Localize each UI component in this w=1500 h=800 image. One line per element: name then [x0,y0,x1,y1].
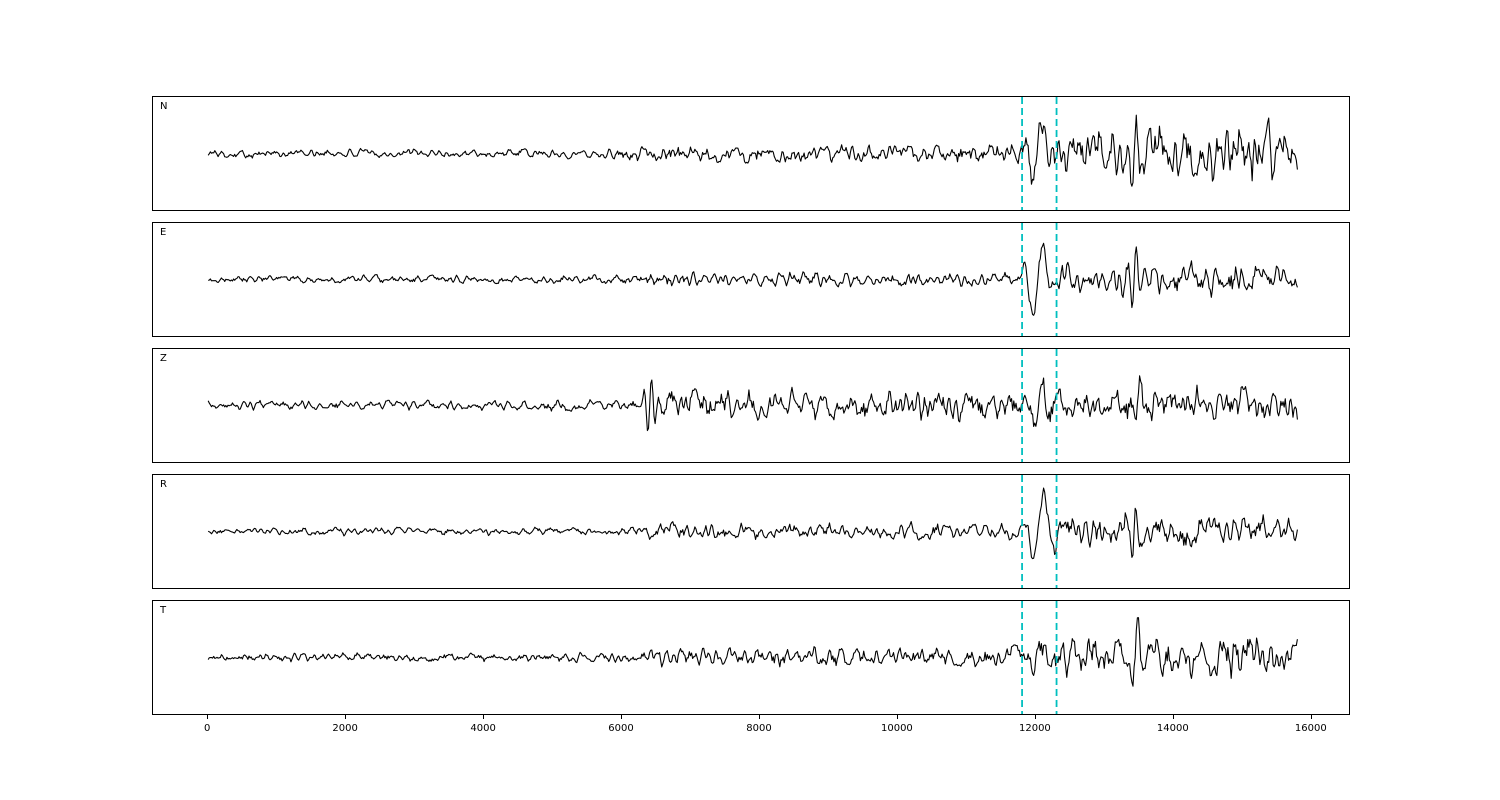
seismogram-panel-R: R [152,474,1350,589]
x-tick-label: 2000 [332,723,358,734]
x-tick-mark [759,715,760,719]
x-tick-mark [483,715,485,719]
x-tick-mark [1034,715,1036,719]
waveform-plot-T [207,601,1298,714]
waveform-trace [207,487,1298,560]
x-tick-label: 6000 [608,723,634,734]
x-tick-label: 16000 [1294,723,1327,734]
seismogram-panel-N: N [152,96,1350,211]
waveform-plot-N [207,97,1298,210]
x-tick-mark [345,715,347,719]
seismogram-panel-E: E [152,222,1350,337]
waveform-plot-Z [207,349,1298,462]
x-tick-mark [207,715,209,719]
x-tick-label: 0 [204,723,211,734]
channel-label-N: N [160,101,168,112]
waveform-trace [207,114,1298,187]
x-tick-mark [1172,715,1174,719]
x-tick-mark [621,715,622,719]
x-tick-label: 12000 [1018,723,1051,734]
waveform-trace [207,375,1298,432]
seismogram-panels: N E Z R T [152,96,1350,715]
x-tick-label: 14000 [1156,723,1189,734]
x-tick-label: 4000 [470,723,496,734]
channel-label-Z: Z [160,353,167,364]
x-tick-mark [1310,715,1312,719]
seismogram-panel-T: T [152,600,1350,715]
seismogram-panel-Z: Z [152,348,1350,463]
waveform-plot-R [207,475,1298,588]
channel-label-R: R [160,479,167,490]
channel-label-E: E [160,227,167,238]
x-tick-mark [896,715,898,719]
waveform-trace [208,242,1298,316]
x-tick-label: 10000 [880,723,913,734]
x-axis: 0 2000 4000 6000 8000 10000 12000 14000 16000 [152,715,1350,755]
waveform-trace [207,617,1298,687]
x-tick-label: 8000 [746,723,772,734]
channel-label-T: T [160,605,167,616]
waveform-plot-E [208,223,1298,336]
